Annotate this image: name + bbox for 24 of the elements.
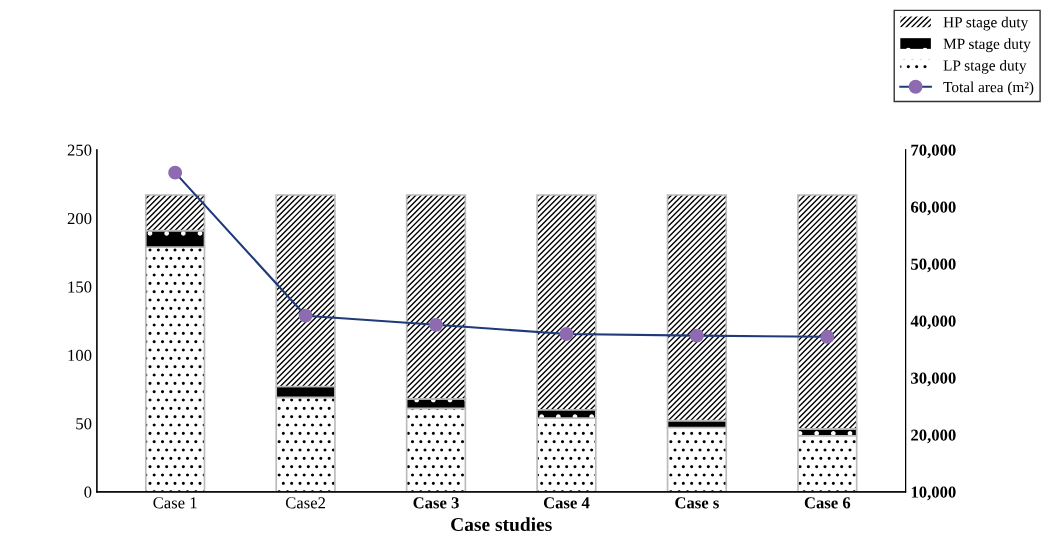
y2-tick-label: 40,000 [910, 315, 956, 330]
x-tick-label: Case2 [285, 497, 326, 509]
legend-label: LP stage duty [943, 59, 1027, 74]
y2-tick-label: 70,000 [911, 144, 956, 159]
x-tick-label: Case 1 [153, 497, 197, 509]
y-tick-label: 100 [68, 349, 92, 361]
x-tick-label: Case 4 [543, 497, 590, 509]
y2-tick-label: 60,000 [911, 201, 956, 216]
y2-tick-label: 20,000 [911, 429, 956, 444]
x-tick-label: Case s [675, 497, 719, 509]
y2-tick-label: 30,000 [911, 372, 956, 387]
y-tick-label: 0 [84, 486, 92, 498]
y-tick-label: 50 [76, 418, 92, 430]
y2-tick-label: 50,000 [911, 258, 956, 273]
y2-tick-label: 10,000 [911, 486, 956, 501]
y-tick-label: 200 [67, 212, 92, 225]
y-tick-label: 250 [67, 144, 92, 156]
x-axis-title: Case studies [451, 517, 552, 532]
x-tick-label: Case 6 [804, 497, 851, 509]
legend-label: HP stage duty [943, 16, 1029, 31]
legend-label: Total area (m²) [943, 81, 1034, 96]
legend-label: MP stage duty [943, 38, 1031, 53]
y-tick-label: 150 [68, 281, 92, 293]
x-tick-label: Case 3 [413, 497, 459, 509]
